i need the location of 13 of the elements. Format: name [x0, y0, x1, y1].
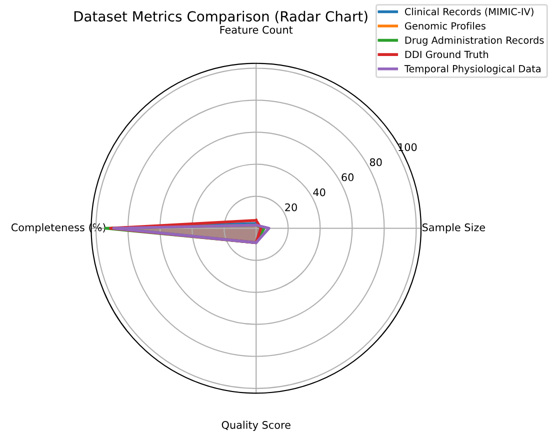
y-tick-label: 40 — [313, 188, 326, 196]
legend-label: Genomic Profiles — [404, 22, 486, 30]
legend-label: Drug Administration Records — [405, 36, 544, 46]
y-tick-label: 60 — [342, 173, 354, 182]
legend-label: DDI Ground Truth — [405, 50, 488, 58]
y-tick-label: 20 — [285, 203, 297, 212]
legend-label: Temporal Physiological Data — [404, 64, 540, 74]
spoke-label: Feature Count — [220, 26, 293, 34]
spoke-label: Quality Score — [222, 420, 290, 431]
legend-label: Clinical Records (MIMIC-IV) — [404, 8, 534, 16]
y-tick-label: 80 — [370, 158, 382, 166]
spoke-label: Sample Size — [422, 223, 486, 234]
chart-title: Dataset Metrics Comparison (Radar Chart) — [74, 10, 368, 24]
